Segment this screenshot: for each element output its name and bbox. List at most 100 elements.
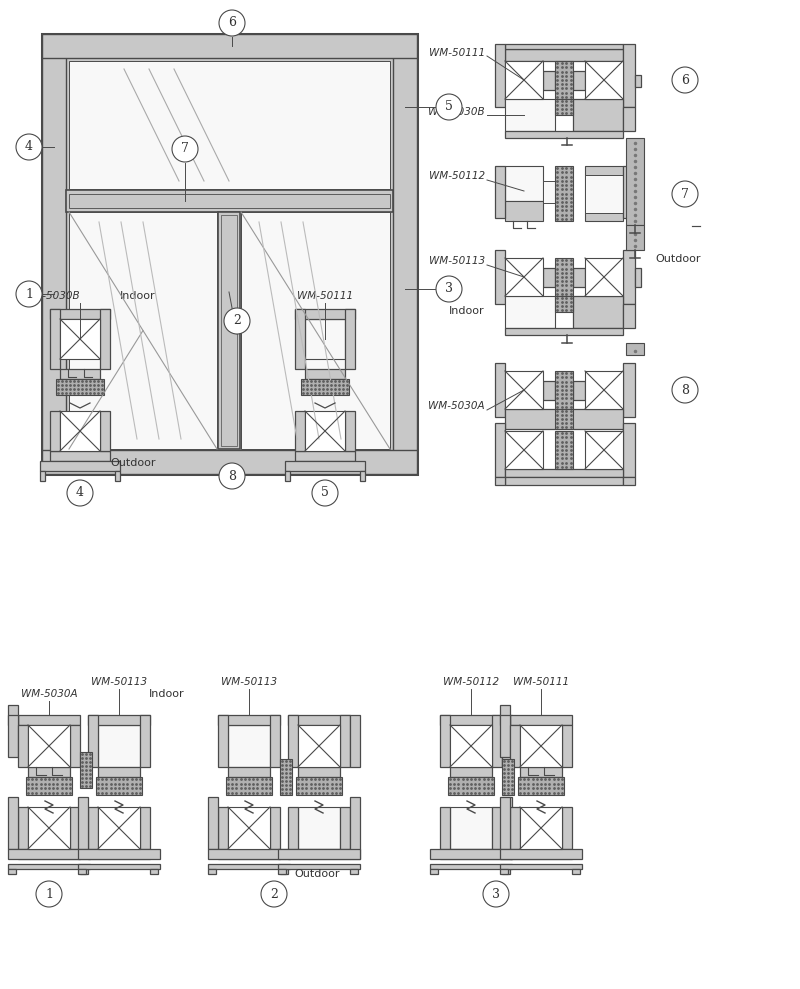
Bar	[505, 61, 543, 99]
Bar	[278, 864, 360, 869]
Text: WM-50112: WM-50112	[429, 171, 485, 181]
Bar	[80, 752, 92, 788]
Bar	[69, 212, 217, 449]
Bar	[18, 849, 80, 859]
Bar	[585, 166, 623, 221]
Bar	[18, 807, 28, 849]
Circle shape	[672, 67, 698, 93]
Bar	[280, 869, 288, 874]
Bar	[505, 371, 543, 409]
Text: WM-5030A: WM-5030A	[21, 689, 78, 699]
Text: Indoor: Indoor	[450, 306, 485, 316]
Bar	[555, 258, 573, 296]
Bar	[510, 725, 520, 767]
Circle shape	[16, 281, 42, 307]
Bar	[298, 767, 340, 777]
Text: WM-50112: WM-50112	[443, 677, 499, 687]
Bar	[450, 725, 492, 767]
Bar	[288, 849, 350, 859]
Bar	[623, 304, 635, 328]
Bar	[495, 250, 505, 304]
Bar	[295, 309, 355, 319]
Bar	[80, 869, 88, 874]
Bar	[562, 807, 572, 849]
Bar	[500, 705, 510, 725]
Circle shape	[483, 881, 509, 907]
Bar	[505, 469, 623, 477]
Bar	[50, 451, 110, 461]
Text: 6: 6	[681, 73, 689, 86]
Bar	[562, 725, 572, 767]
Circle shape	[261, 881, 287, 907]
Bar	[495, 423, 505, 477]
Bar	[56, 379, 104, 395]
Bar	[345, 309, 355, 369]
Bar	[450, 767, 492, 777]
Bar	[50, 411, 60, 451]
Bar	[573, 71, 585, 90]
Bar	[88, 715, 150, 725]
Bar	[623, 250, 635, 304]
Bar	[505, 44, 623, 49]
Bar	[502, 759, 514, 795]
Bar	[623, 477, 635, 485]
Bar	[573, 99, 623, 131]
Bar	[298, 725, 340, 767]
Bar	[360, 471, 365, 481]
Bar	[345, 411, 355, 451]
Text: 8: 8	[228, 470, 236, 483]
Bar	[623, 363, 635, 417]
Bar	[623, 423, 635, 477]
Bar	[505, 201, 543, 221]
Bar	[585, 431, 623, 469]
Bar	[555, 296, 573, 312]
Circle shape	[36, 881, 62, 907]
Bar	[305, 411, 345, 451]
Bar	[635, 75, 641, 87]
Bar	[572, 869, 580, 874]
Bar	[555, 166, 573, 221]
Bar	[288, 715, 350, 725]
Bar	[440, 807, 450, 849]
Bar	[635, 183, 641, 201]
Circle shape	[172, 136, 198, 162]
Bar	[100, 309, 110, 369]
Bar	[228, 725, 270, 767]
Bar	[50, 309, 60, 369]
Text: Indoor: Indoor	[149, 689, 185, 699]
Bar	[8, 715, 18, 757]
Bar	[60, 319, 100, 359]
Bar	[623, 166, 635, 218]
Bar	[42, 34, 66, 474]
Bar	[505, 49, 623, 61]
Text: WM-5030B: WM-5030B	[23, 291, 80, 301]
Bar	[505, 431, 543, 469]
Bar	[42, 34, 417, 58]
Bar	[340, 807, 350, 849]
Bar	[60, 411, 100, 451]
Text: 5: 5	[445, 101, 453, 114]
Bar	[495, 44, 505, 107]
Bar	[208, 869, 216, 874]
Bar	[505, 166, 543, 201]
Circle shape	[219, 463, 245, 489]
Bar	[555, 431, 573, 469]
Bar	[502, 869, 510, 874]
Text: Outdoor: Outdoor	[110, 458, 155, 468]
Text: 3: 3	[492, 887, 500, 901]
Bar	[296, 777, 342, 795]
Bar	[98, 767, 140, 777]
Bar	[298, 807, 340, 849]
Circle shape	[672, 377, 698, 403]
Bar	[70, 725, 80, 767]
Bar	[50, 309, 110, 319]
Bar	[278, 849, 360, 859]
Text: 6: 6	[228, 17, 236, 30]
Bar	[492, 715, 502, 767]
Bar	[492, 807, 502, 849]
Text: 1: 1	[45, 887, 53, 901]
Text: Indoor: Indoor	[120, 291, 156, 301]
Bar	[218, 715, 228, 767]
Bar	[26, 777, 72, 795]
Bar	[70, 807, 80, 849]
